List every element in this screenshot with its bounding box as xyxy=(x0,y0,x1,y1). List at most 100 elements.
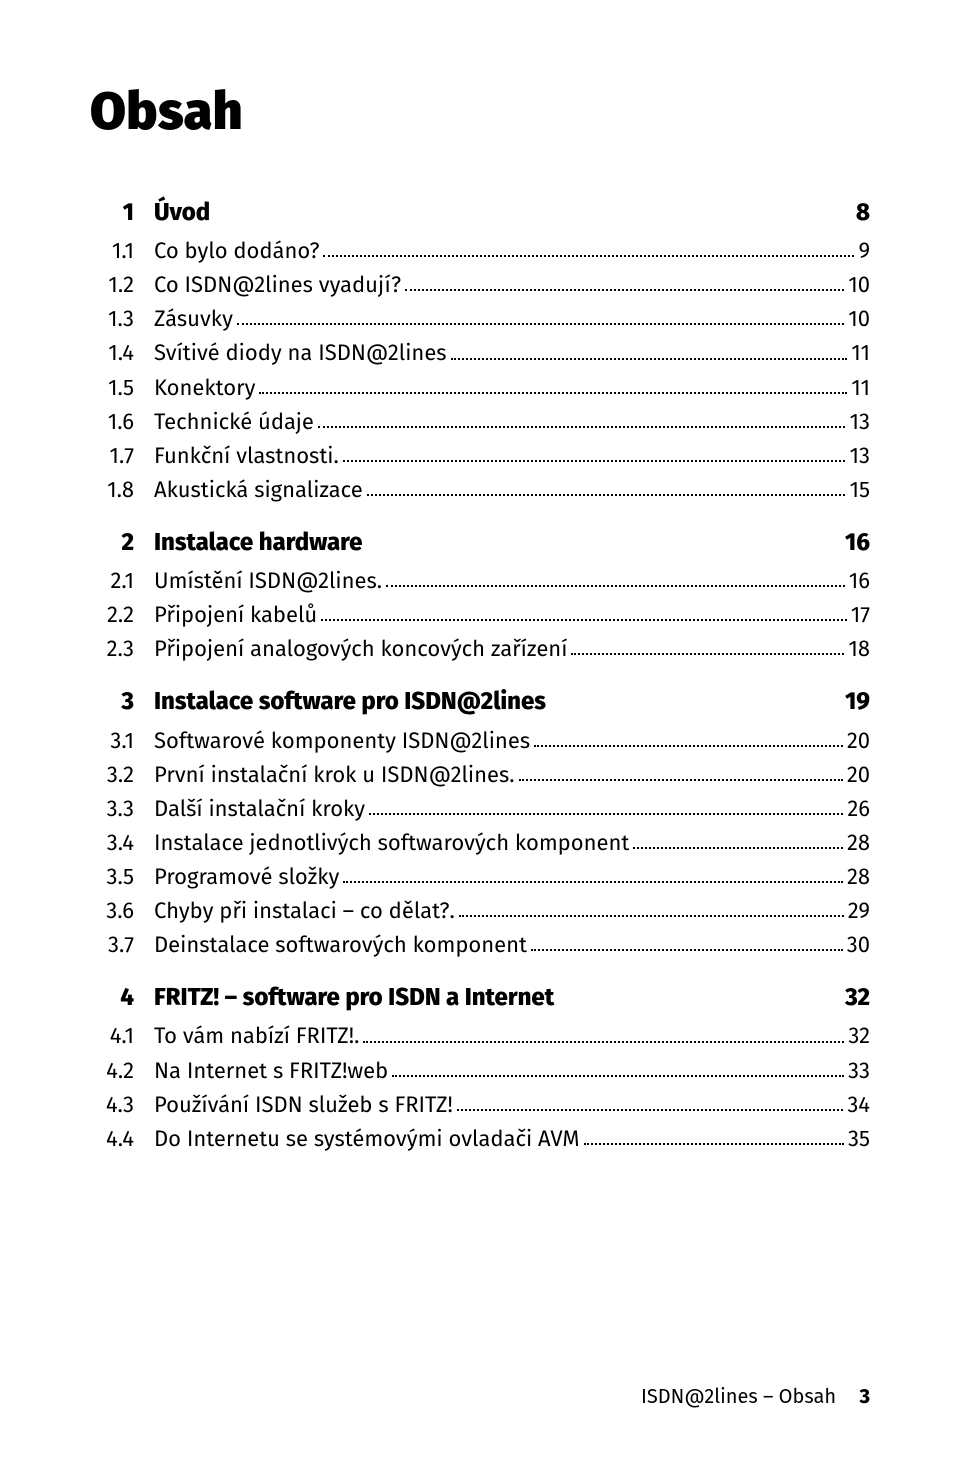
toc-entry-label: Chyby při instalaci – co dělat?. xyxy=(154,894,455,928)
toc-entry-number: 2.2 xyxy=(90,598,154,632)
toc-entry-label: Připojení kabelů xyxy=(154,598,317,632)
toc-entry-number: 3.4 xyxy=(90,826,154,860)
toc-leader-dots xyxy=(367,494,846,496)
toc-entry-number: 1.3 xyxy=(90,302,154,336)
toc-entry-number: 1.2 xyxy=(90,268,154,302)
toc-entry-page: 29 xyxy=(848,894,870,928)
toc-entry-label: Technické údaje xyxy=(154,405,314,439)
toc-section: 1Úvod 8 xyxy=(90,195,870,232)
toc-entry-page: 20 xyxy=(847,724,870,758)
toc-item: 4.3Používání ISDN služeb s FRITZ!34 xyxy=(90,1088,870,1122)
toc-entry-page: 17 xyxy=(851,598,870,632)
toc-entry-page: 16 xyxy=(845,525,870,562)
toc-entry-label: Umístění ISDN@2lines. xyxy=(154,564,382,598)
toc-entry-page: 11 xyxy=(851,336,870,370)
toc-leader-dots xyxy=(633,847,843,849)
toc-entry-number: 4.1 xyxy=(90,1019,154,1053)
toc-leader-dots xyxy=(451,358,848,360)
toc-entry-label: Co ISDN@2lines vyadují? xyxy=(154,268,401,302)
toc-section: 3Instalace software pro ISDN@2lines 19 xyxy=(90,684,870,721)
toc-entry-label: Instalace jednotlivých softwarových komp… xyxy=(154,826,629,860)
toc-item: 2.3Připojení analogových koncových zaříz… xyxy=(90,632,870,666)
toc-entry-label: Programové složky xyxy=(154,860,339,894)
toc-entry-number: 4.2 xyxy=(90,1054,154,1088)
toc-entry-label: Používání ISDN služeb s FRITZ! xyxy=(154,1088,453,1122)
toc-entry-page: 19 xyxy=(845,684,870,721)
toc-item: 1.6Technické údaje13 xyxy=(90,405,870,439)
toc-item: 2.1Umístění ISDN@2lines. 16 xyxy=(90,564,870,598)
toc-entry-label: Svítivé diody na ISDN@2lines xyxy=(154,336,447,370)
toc-entry-page: 9 xyxy=(858,234,870,268)
toc-entry-label: Akustická signalizace xyxy=(154,473,363,507)
toc-entry-page: 16 xyxy=(849,564,870,598)
toc-entry-number: 1 xyxy=(90,195,154,232)
toc-item: 1.1Co bylo dodáno? 9 xyxy=(90,234,870,268)
toc-entry-page: 15 xyxy=(849,473,870,507)
toc-entry-number: 1.4 xyxy=(90,336,154,370)
toc-entry-label: Připojení analogových koncových zařízení xyxy=(154,632,567,666)
toc-entry-page: 33 xyxy=(848,1054,870,1088)
toc-item: 3.6Chyby při instalaci – co dělat?. 29 xyxy=(90,894,870,928)
toc-item: 3.5Programové složky 28 xyxy=(90,860,870,894)
toc-leader-dots xyxy=(584,1143,844,1145)
toc-entry-label: Další instalační kroky xyxy=(154,792,365,826)
toc-entry-number: 1.5 xyxy=(90,371,154,405)
toc-leader-dots xyxy=(318,426,846,428)
toc-entry-number: 4.4 xyxy=(90,1122,154,1156)
toc-entry-label: Co bylo dodáno? xyxy=(154,234,319,268)
toc-item: 3.1Softwarové komponenty ISDN@2lines20 xyxy=(90,724,870,758)
toc-entry-page: 10 xyxy=(848,302,870,336)
toc-list: 1Úvod81.1Co bylo dodáno?91.2Co ISDN@2lin… xyxy=(90,177,870,1345)
toc-item: 3.4Instalace jednotlivých softwarových k… xyxy=(90,826,870,860)
toc-entry-page: 32 xyxy=(848,1019,870,1053)
toc-leader-dots xyxy=(363,1041,844,1043)
toc-entry-label: Zásuvky xyxy=(154,302,233,336)
toc-entry-label: Do Internetu se systémovými ovladači AVM xyxy=(154,1122,580,1156)
toc-entry-page: 32 xyxy=(845,980,870,1017)
toc-item: 4.2Na Internet s FRITZ!web 33 xyxy=(90,1054,870,1088)
toc-leader-dots xyxy=(343,460,846,462)
toc-entry-number: 3.2 xyxy=(90,758,154,792)
toc-entry-page: 28 xyxy=(847,860,870,894)
toc-leader-dots xyxy=(321,619,846,621)
toc-entry-page: 8 xyxy=(856,195,870,232)
toc-item: 3.3Další instalační kroky 26 xyxy=(90,792,870,826)
toc-entry-page: 18 xyxy=(848,632,870,666)
toc-leader-dots xyxy=(386,585,845,587)
toc-entry-page: 34 xyxy=(847,1088,870,1122)
toc-entry-number: 1.1 xyxy=(90,234,154,268)
toc-title: Obsah xyxy=(90,80,870,143)
toc-item: 1.5Konektory11 xyxy=(90,371,870,405)
toc-entry-label: Instalace software pro ISDN@2lines xyxy=(154,684,546,721)
toc-entry-number: 3.6 xyxy=(90,894,154,928)
toc-item: 1.8Akustická signalizace15 xyxy=(90,473,870,507)
toc-entry-number: 3.3 xyxy=(90,792,154,826)
toc-leader-dots xyxy=(534,745,843,747)
toc-leader-dots xyxy=(392,1075,844,1077)
footer-page-number: 3 xyxy=(859,1385,870,1409)
toc-entry-page: 13 xyxy=(849,439,870,473)
toc-leader-dots xyxy=(519,779,843,781)
toc-item: 4.1To vám nabízí FRITZ!. 32 xyxy=(90,1019,870,1053)
toc-entry-number: 2.1 xyxy=(90,564,154,598)
toc-entry-number: 3 xyxy=(90,684,154,721)
toc-item: 1.7Funkční vlastnosti.13 xyxy=(90,439,870,473)
toc-item: 2.2Připojení kabelů 17 xyxy=(90,598,870,632)
toc-leader-dots xyxy=(531,949,843,951)
toc-entry-page: 26 xyxy=(847,792,870,826)
toc-entry-number: 3.7 xyxy=(90,928,154,962)
toc-item: 1.2Co ISDN@2lines vyadují?10 xyxy=(90,268,870,302)
toc-entry-label: To vám nabízí FRITZ!. xyxy=(154,1019,359,1053)
toc-entry-label: Na Internet s FRITZ!web xyxy=(154,1054,388,1088)
toc-entry-label: Úvod xyxy=(154,195,210,232)
toc-section: 4FRITZ! – software pro ISDN a Internet32 xyxy=(90,980,870,1017)
toc-entry-number: 4 xyxy=(90,980,154,1017)
toc-item: 3.2První instalační krok u ISDN@2lines.2… xyxy=(90,758,870,792)
toc-entry-label: Instalace hardware xyxy=(154,525,362,562)
toc-leader-dots xyxy=(459,915,844,917)
toc-leader-dots xyxy=(343,881,843,883)
toc-entry-number: 3.5 xyxy=(90,860,154,894)
toc-item: 1.4Svítivé diody na ISDN@2lines 11 xyxy=(90,336,870,370)
toc-leader-dots xyxy=(457,1109,844,1111)
toc-entry-label: Deinstalace softwarových komponent xyxy=(154,928,527,962)
